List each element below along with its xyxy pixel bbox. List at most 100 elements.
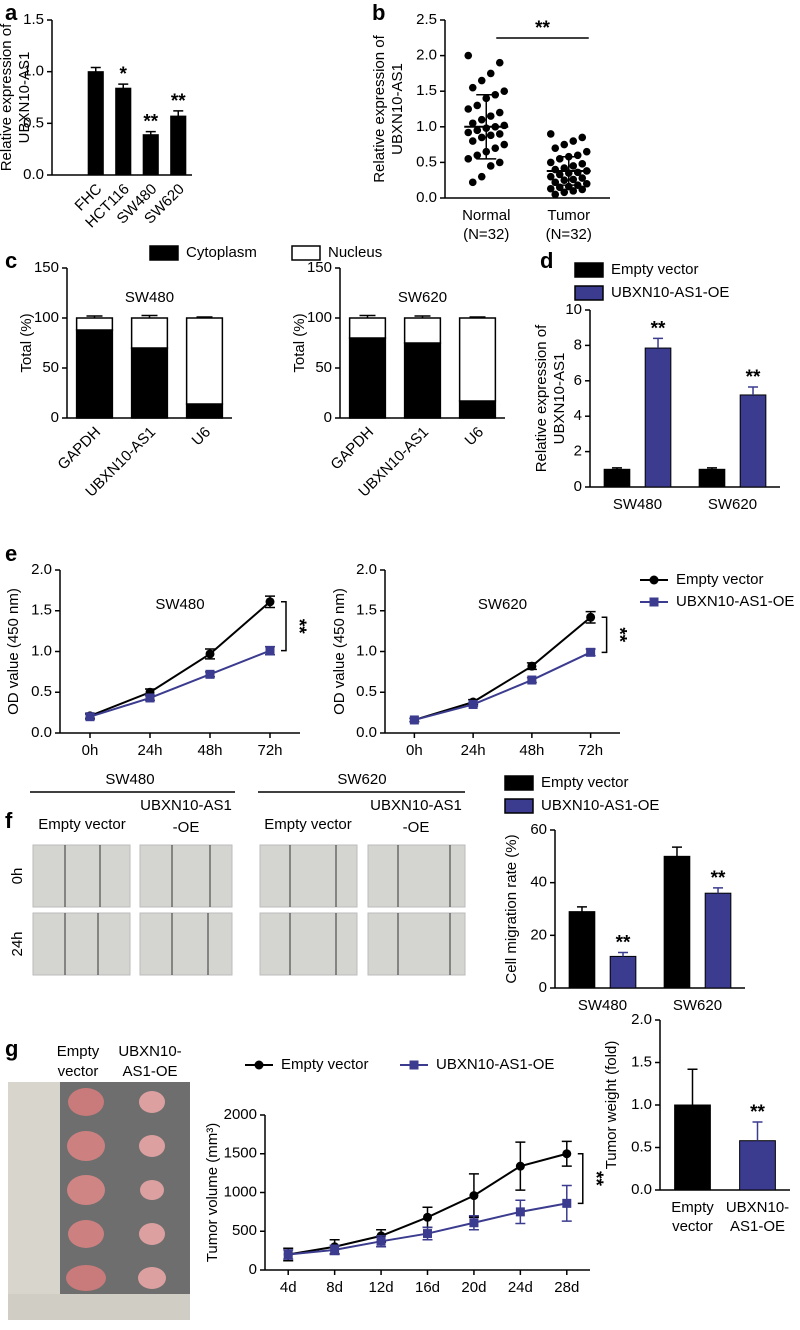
panel-letter: b: [372, 0, 385, 25]
error-bar: [86, 315, 103, 318]
significance: **: [750, 1102, 765, 1123]
tumor: [67, 1175, 105, 1205]
point: [205, 649, 215, 659]
y-tick-label: 1.0: [23, 63, 44, 80]
y-tick-label: 40: [530, 874, 547, 891]
tumor: [139, 1223, 165, 1245]
y-axis-label: Relative expression of: [0, 23, 15, 171]
y-tick-label: 1000: [224, 1183, 257, 1200]
y-tick-label: 10: [565, 301, 582, 318]
point: [464, 51, 473, 60]
y-axis-label: OD value (450 nm): [5, 588, 22, 715]
point: [409, 715, 419, 725]
y-tick-label: 2.0: [416, 47, 437, 64]
bar: [170, 115, 187, 176]
point: [578, 174, 587, 182]
significance: **: [171, 91, 186, 112]
point: [283, 1250, 293, 1259]
point: [569, 187, 578, 195]
panel-letter: a: [5, 0, 18, 25]
error-bar: [713, 887, 724, 894]
point: [145, 693, 155, 703]
image: [367, 844, 466, 908]
point: [560, 188, 569, 197]
y-tick-label: 1.5: [416, 82, 437, 99]
legend-marker: [649, 597, 659, 607]
legend-label: UBXN10-AS1-OE: [541, 797, 659, 814]
point: [560, 140, 569, 149]
point: [500, 87, 509, 95]
image-row-label: 0h: [9, 868, 26, 885]
legend-swatch: [149, 245, 179, 261]
panel-letter: f: [5, 808, 13, 833]
x-tick-label: 24h: [137, 742, 162, 759]
bar-segment: [403, 342, 442, 419]
x-tick-label: 0h: [82, 742, 99, 759]
x-tick-label: GAPDH: [327, 424, 377, 474]
image-group-label: SW620: [337, 771, 386, 788]
image: [32, 912, 131, 976]
error-bar: [752, 1121, 763, 1141]
y-tick-label: 0: [539, 979, 547, 996]
y-tick-label: 50: [315, 359, 332, 376]
y-tick-label: 1.5: [31, 602, 52, 619]
y-axis-label: UBXN10-AS1: [551, 353, 568, 445]
point: [469, 1218, 479, 1228]
point: [582, 179, 591, 188]
point: [477, 172, 486, 181]
significance-bracket: [281, 601, 287, 652]
y-axis-label: OD value (450 nm): [331, 588, 348, 715]
bar-segment: [458, 317, 497, 402]
y-tick-label: 0.0: [23, 166, 44, 183]
bar: [609, 955, 637, 989]
y-tick-label: 1500: [224, 1145, 257, 1162]
image-group-label: SW480: [105, 771, 154, 788]
point: [586, 612, 596, 622]
y-axis-label: UBXN10-AS1: [16, 52, 33, 144]
point: [586, 647, 596, 657]
legend-label: Nucleus: [328, 244, 382, 261]
image: [139, 844, 233, 908]
bar: [663, 855, 691, 989]
bar-segment: [130, 347, 169, 419]
legend-marker: [649, 575, 659, 585]
x-tick-label: 24h: [461, 742, 486, 759]
line: [414, 651, 592, 721]
point: [573, 151, 582, 160]
point: [578, 160, 587, 168]
x-tick-label: SW480: [613, 496, 662, 513]
x-tick-label: 48h: [197, 742, 222, 759]
point: [464, 155, 473, 163]
error-bar: [687, 1068, 698, 1105]
y-axis-label: Tumor volume (mm³): [204, 1123, 221, 1262]
x-tick-label: GAPDH: [54, 424, 104, 474]
point: [495, 108, 504, 117]
image-column-label: UBXN10-AS1: [370, 797, 462, 814]
error-bar: [576, 906, 587, 912]
point: [569, 162, 578, 170]
significance: **: [609, 627, 630, 642]
image-column-label: -OE: [173, 819, 200, 836]
y-tick-label: 1.5: [356, 602, 377, 619]
y-tick-label: 100: [307, 309, 332, 326]
x-tick-label: U6: [462, 424, 488, 450]
point: [527, 675, 537, 685]
bar: [698, 468, 726, 488]
point: [555, 170, 564, 179]
x-tick-label: SW480: [578, 997, 627, 1014]
line: [89, 601, 271, 717]
x-tick-label: 12d: [369, 1279, 394, 1296]
tumor: [67, 1131, 105, 1161]
photo-column-label: Empty: [57, 1043, 100, 1060]
point: [469, 1191, 479, 1201]
point: [546, 158, 555, 167]
y-tick-label: 4: [574, 407, 582, 424]
bar-segment: [75, 317, 114, 331]
legend-label: UBXN10-AS1-OE: [611, 284, 729, 301]
point: [569, 175, 578, 184]
point: [265, 597, 275, 607]
point: [551, 178, 560, 187]
image-column-label: UBXN10-AS1: [140, 797, 232, 814]
error-bar: [618, 951, 629, 957]
bar-segment: [458, 400, 497, 419]
